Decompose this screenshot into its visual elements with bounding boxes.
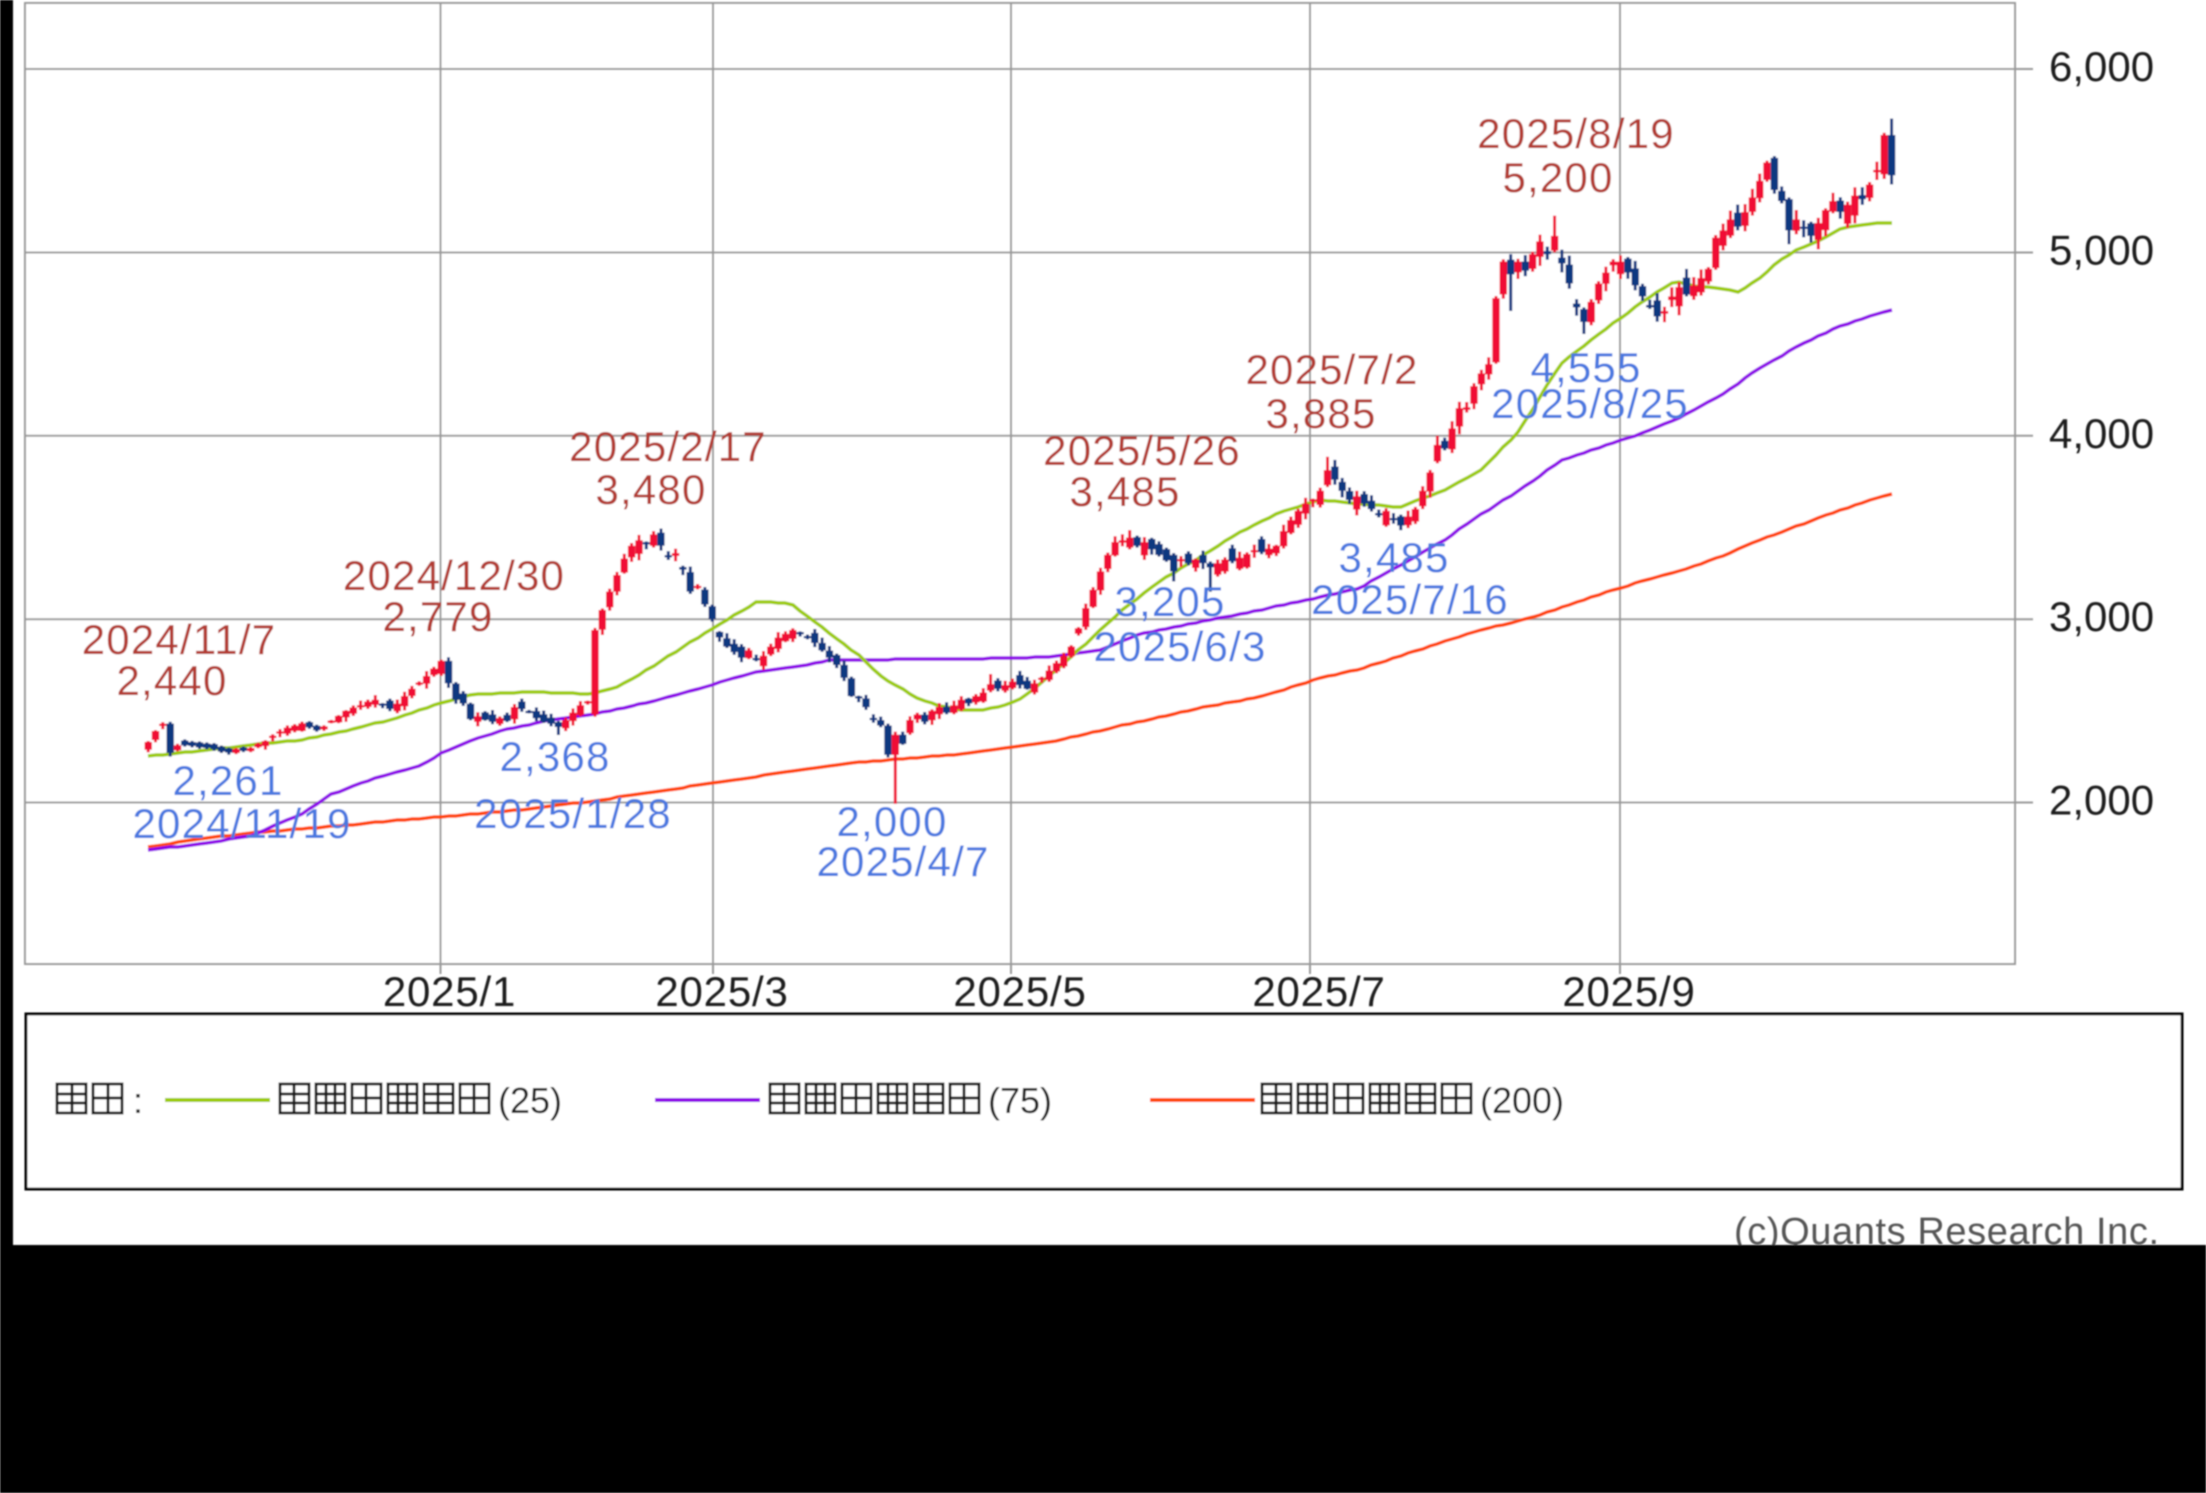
svg-text:2025/7/2: 2025/7/2 (1245, 346, 1418, 393)
svg-text:(200): (200) (1480, 1080, 1564, 1121)
svg-text:5,200: 5,200 (1502, 154, 1613, 201)
svg-text::: : (133, 1080, 143, 1121)
svg-text:2024/12/30: 2024/12/30 (343, 552, 565, 599)
svg-text:2025/5: 2025/5 (953, 968, 1086, 1015)
svg-text:2,000: 2,000 (2049, 777, 2154, 824)
svg-text:2025/8/19: 2025/8/19 (1477, 110, 1675, 157)
svg-text:2,000: 2,000 (836, 798, 947, 845)
svg-text:2025/8/25: 2025/8/25 (1491, 380, 1689, 427)
svg-text:3,485: 3,485 (1338, 534, 1449, 581)
svg-text:2024/11/7: 2024/11/7 (82, 616, 277, 663)
svg-text:3,485: 3,485 (1069, 468, 1180, 515)
svg-text:(75): (75) (988, 1080, 1052, 1121)
svg-text:3,885: 3,885 (1265, 390, 1376, 437)
svg-text:2025/9: 2025/9 (1562, 968, 1695, 1015)
svg-text:3,480: 3,480 (595, 466, 706, 513)
svg-text:4,000: 4,000 (2049, 410, 2154, 457)
svg-text:2,440: 2,440 (116, 657, 227, 704)
svg-text:2,779: 2,779 (382, 593, 493, 640)
svg-text:3,000: 3,000 (2049, 593, 2154, 640)
svg-text:2025/7: 2025/7 (1252, 968, 1385, 1015)
svg-text:5,000: 5,000 (2049, 227, 2154, 274)
svg-text:2025/3: 2025/3 (655, 968, 788, 1015)
svg-text:2,261: 2,261 (172, 757, 283, 804)
svg-text:6,000: 6,000 (2049, 43, 2154, 90)
svg-text:2025/5/26: 2025/5/26 (1043, 427, 1241, 474)
svg-text:2025/6/3: 2025/6/3 (1093, 623, 1266, 670)
svg-text:3,205: 3,205 (1114, 578, 1225, 625)
svg-text:2025/4/7: 2025/4/7 (816, 838, 989, 885)
svg-text:2025/7/16: 2025/7/16 (1311, 576, 1509, 623)
svg-text:4,555: 4,555 (1530, 344, 1641, 391)
svg-text:2,368: 2,368 (499, 733, 610, 780)
svg-text:2024/11/19: 2024/11/19 (132, 800, 351, 847)
svg-text:(25): (25) (498, 1080, 562, 1121)
svg-text:2025/1/28: 2025/1/28 (474, 790, 672, 837)
svg-text:2025/1: 2025/1 (383, 968, 516, 1015)
svg-text:2025/2/17: 2025/2/17 (569, 423, 767, 470)
